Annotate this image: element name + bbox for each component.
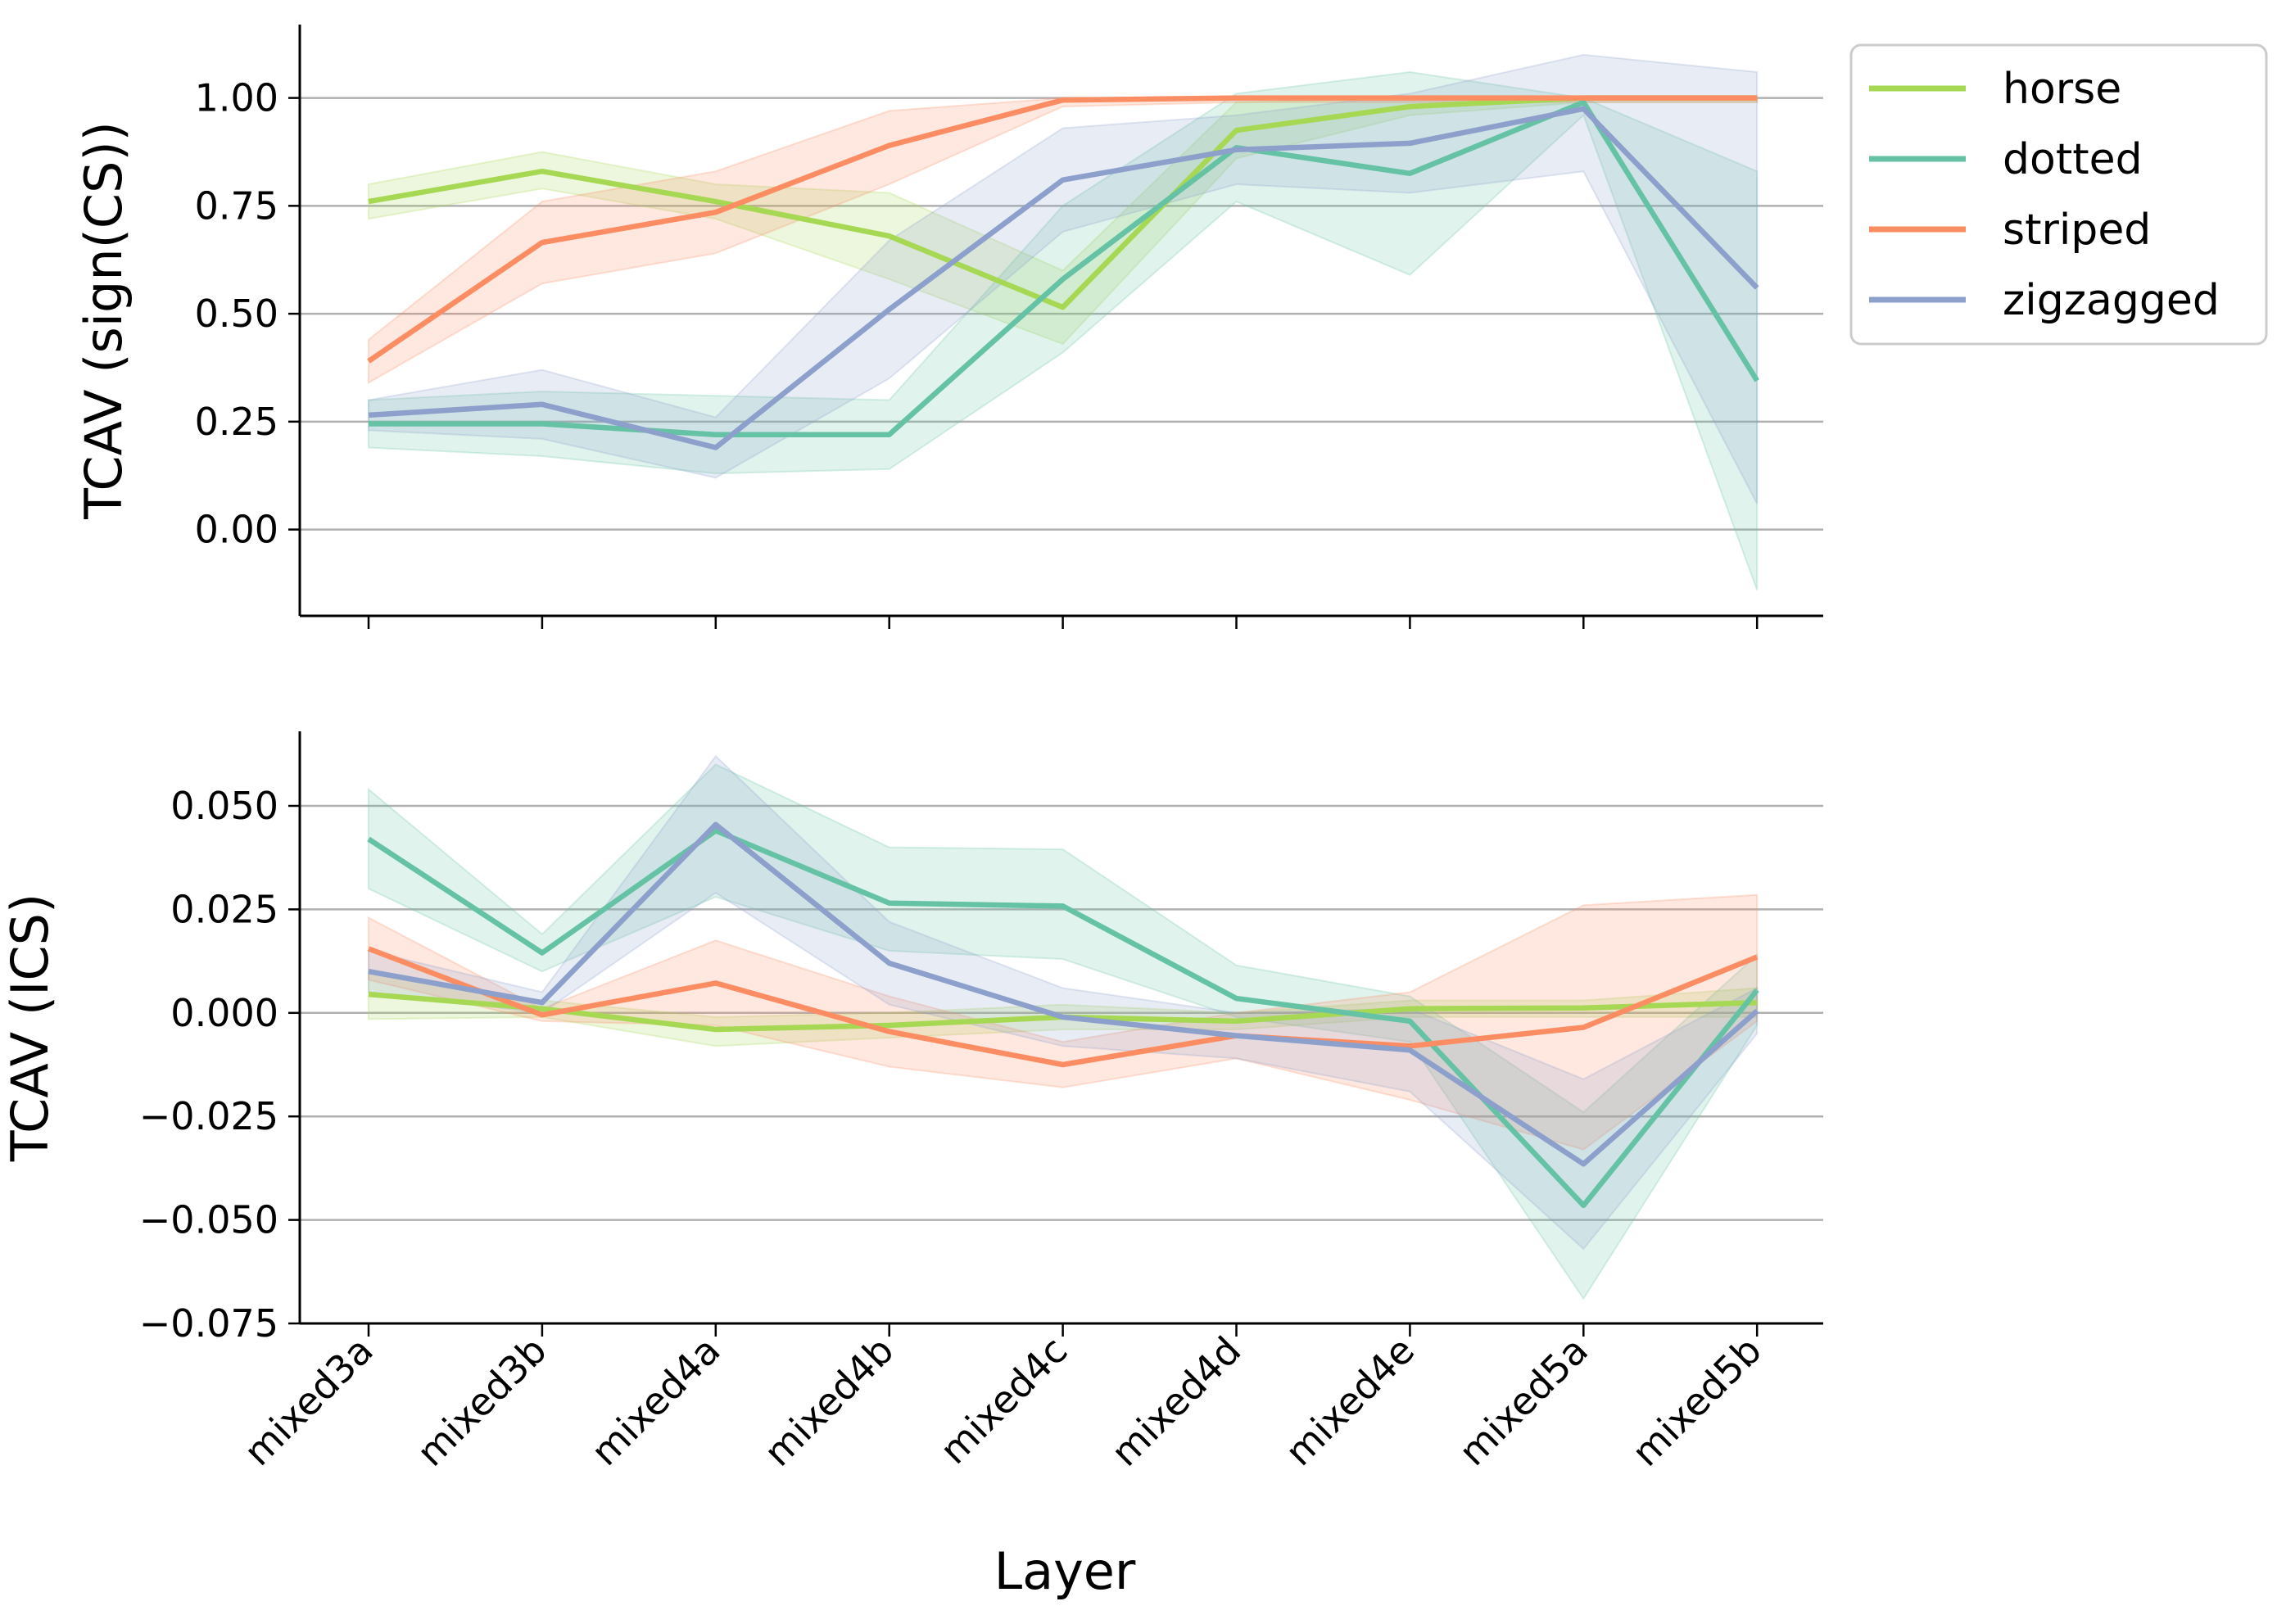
y-tick-label: −0.025 <box>139 1094 278 1138</box>
x-tick-labels: mixed3a mixed3b mixed4a mixed4b mixed4c mixed… <box>235 1328 1770 1475</box>
x-tick-label: mixed4c <box>931 1328 1075 1472</box>
y-tick-label: −0.050 <box>139 1198 278 1242</box>
y-tick-label: 1.00 <box>195 76 278 120</box>
line-dotted <box>367 828 1759 1209</box>
x-tick-label: mixed5b <box>1623 1328 1770 1475</box>
top-panel-plot: 0.00 0.25 0.50 0.75 1.00 TCAV (sign(CS)) <box>74 25 1823 629</box>
x-tick-label: mixed4e <box>1277 1328 1424 1475</box>
x-tick-label: mixed4d <box>1102 1328 1249 1475</box>
band-striped <box>368 97 1759 385</box>
x-tick-label: mixed4a <box>582 1328 728 1474</box>
legend-label-dotted: dotted <box>2003 135 2143 184</box>
line-striped <box>367 946 1759 1068</box>
legend-label-striped: striped <box>2003 206 2151 255</box>
y-tick-label: 0.025 <box>170 887 278 931</box>
line-zigzagged <box>368 106 1759 450</box>
y-tick-label: 0.75 <box>195 183 278 228</box>
bottom-panel-plot: −0.075 −0.050 −0.025 0.000 0.025 0.050 TCAV (I… <box>0 731 1823 1346</box>
y-tick-label: −0.075 <box>139 1301 278 1346</box>
band-zigzagged <box>368 53 1759 504</box>
legend-label-zigzagged: zigzagged <box>2003 276 2220 325</box>
band-horse <box>368 97 1759 346</box>
y-tick-label: 0.000 <box>170 991 278 1035</box>
y-tick-label: 0.00 <box>195 508 278 552</box>
legend: horse dotted striped zigzagged <box>1849 43 2268 346</box>
line-striped <box>367 95 1758 364</box>
x-tick-label: mixed4b <box>755 1328 902 1475</box>
y-tick-label: 0.50 <box>195 292 278 336</box>
line-horse <box>368 95 1758 310</box>
line-dotted <box>369 99 1759 437</box>
x-tick-label: mixed5a <box>1451 1328 1596 1474</box>
x-tick-label: mixed3b <box>409 1328 555 1475</box>
line-zigzagged <box>368 821 1759 1167</box>
legend-label-horse: horse <box>2003 65 2121 114</box>
band-striped <box>368 893 1759 1151</box>
y-axis-title: TCAV (ICS) <box>0 893 60 1162</box>
legend-frame <box>1849 43 2268 346</box>
x-axis-title: Layer <box>994 1541 1136 1601</box>
y-tick-label: 0.050 <box>170 784 278 828</box>
y-tick-label: 0.25 <box>195 400 278 444</box>
y-axis-title: TCAV (sign(CS)) <box>74 121 134 520</box>
band-dotted <box>368 763 1759 1301</box>
band-dotted <box>368 70 1759 590</box>
band-zigzagged <box>368 754 1759 1251</box>
x-tick-label: mixed3a <box>235 1328 381 1474</box>
